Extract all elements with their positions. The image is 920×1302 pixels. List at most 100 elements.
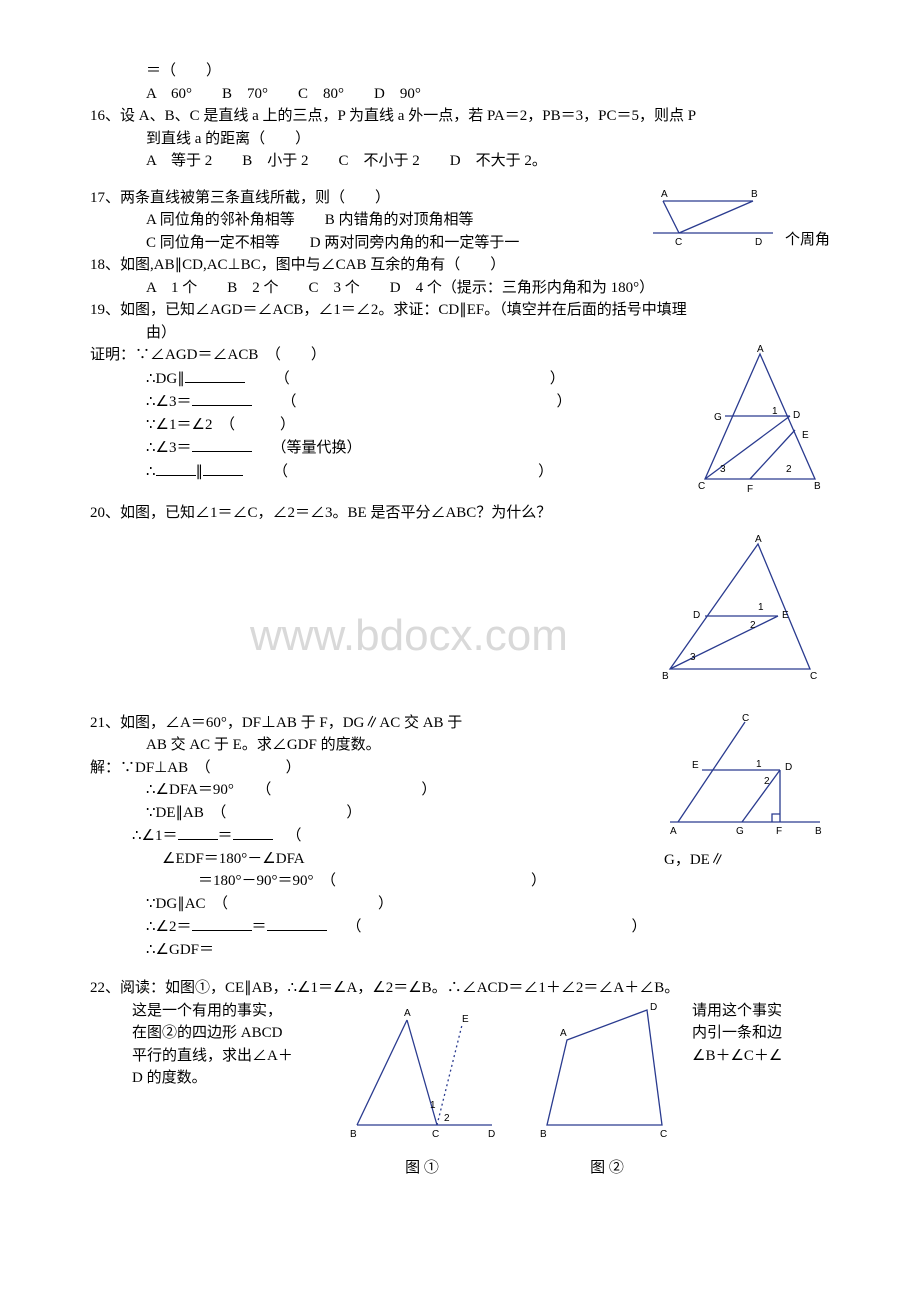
svg-text:C: C <box>698 481 705 492</box>
svg-text:F: F <box>776 826 782 837</box>
q21-s5: ∠EDF＝180°－∠DFA <box>90 848 650 871</box>
q19-l2c: （ <box>275 371 290 387</box>
q22-l5: D 的度数。 <box>132 1067 322 1090</box>
q20-num: 20、 <box>90 505 120 521</box>
q16-text: 设 A、B、C 是直线 a 上的三点，P 为直线 a 外一点，若 PA＝2，PB… <box>120 105 696 128</box>
q21-s8b: ＝ <box>252 919 267 935</box>
svg-text:1: 1 <box>772 406 778 417</box>
q19-l5b: （等量代换） <box>272 440 362 456</box>
svg-text:E: E <box>462 1014 469 1025</box>
fig-20: A B C D E 1 2 3 <box>650 534 830 692</box>
q18-num: 18、 <box>90 257 120 273</box>
q19-proof-label: 证明： <box>90 347 135 363</box>
svg-text:E: E <box>802 430 809 441</box>
q19-l5a: ∴∠3＝ <box>146 440 192 456</box>
q15-options: A 60° B 70° C 80° D 90° <box>90 83 830 106</box>
svg-text:B: B <box>815 826 822 837</box>
q22-l2b: 请用这个事实 <box>692 1000 802 1023</box>
svg-text:2: 2 <box>786 464 792 475</box>
q19-num: 19、 <box>90 302 120 318</box>
svg-text:F: F <box>747 484 753 494</box>
q16-options: A 等于 2 B 小于 2 C 不小于 2 D 不大于 2。 <box>90 150 830 173</box>
q19-l3d: ） <box>557 394 572 410</box>
svg-text:D: D <box>650 1002 657 1013</box>
q21-num: 21、 <box>90 715 120 731</box>
blank <box>185 367 245 383</box>
q21-tail1: G，DE∥ <box>660 849 830 872</box>
q21-s9: ∴∠GDF＝ <box>90 939 650 962</box>
q16-text2: 到直线 a 的距离（ ） <box>90 128 830 151</box>
svg-text:C: C <box>660 1129 667 1140</box>
q22-l3b: 内引一条和边 <box>692 1022 802 1045</box>
q18-options: A 1 个 B 2 个 C 3 个 D 4 个（提示：三角形内角和为 180°） <box>90 277 830 300</box>
q21-s1: ∵DF⊥AB （ ） <box>120 760 301 776</box>
q17-text: 两条直线被第三条直线所截，则（ ） <box>120 190 390 206</box>
svg-text:D: D <box>755 237 762 247</box>
fig-21: C E D A G F B 1 2 G，DE∥ <box>660 712 830 872</box>
svg-text:1: 1 <box>756 759 762 770</box>
q19-l6a: ∴ <box>146 464 156 480</box>
q21-s6: ＝180°－90°＝90° （ ） <box>90 870 650 893</box>
q21-s4c: （ <box>287 828 302 844</box>
svg-text:C: C <box>810 671 817 682</box>
q21-s8a: ∴∠2＝ <box>146 919 192 935</box>
svg-text:E: E <box>782 610 789 621</box>
q19-l6c: （ <box>273 464 288 480</box>
q22-num: 22、 <box>90 980 120 996</box>
svg-text:D: D <box>793 410 800 421</box>
svg-text:D: D <box>785 762 792 773</box>
svg-text:A: A <box>670 826 677 837</box>
svg-text:A: A <box>560 1028 567 1039</box>
svg-text:B: B <box>540 1129 547 1140</box>
q17-optC: C 同位角一定不相等 D 两对同旁内角的和一定等于一 <box>146 232 519 255</box>
blank <box>203 460 243 476</box>
q19-l3a: ∴∠3＝ <box>146 394 192 410</box>
q19-l1: ∵∠AGD＝∠ACB （ ） <box>135 347 326 363</box>
q21-text: 如图，∠A＝60°，DF⊥AB 于 F，DG∥AC 交 AB 于 <box>120 715 462 731</box>
blank <box>192 390 252 406</box>
q21-text2: AB 交 AC 于 E。求∠GDF 的度数。 <box>90 734 650 757</box>
svg-text:1: 1 <box>430 1100 436 1111</box>
q22-text: 阅读：如图①，CE∥AB，∴∠1＝∠A，∠2＝∠B。∴∠ACD＝∠1＋∠2＝∠A… <box>120 980 679 996</box>
blank <box>156 460 196 476</box>
svg-text:B: B <box>814 481 821 492</box>
blank <box>233 824 273 840</box>
q20-text: 如图，已知∠1＝∠C，∠2＝∠3。BE 是否平分∠ABC？为什么？ <box>120 505 551 521</box>
q17-num: 17、 <box>90 190 120 206</box>
svg-text:B: B <box>662 671 669 682</box>
q19-l2a: ∴DG∥ <box>146 371 185 387</box>
q22-l4a: 平行的直线，求出∠A＋ <box>132 1045 322 1068</box>
q21-s8c: （ ） <box>347 919 647 935</box>
q16-num: 16、 <box>90 105 120 128</box>
svg-text:G: G <box>736 826 744 837</box>
blank <box>192 436 252 452</box>
q21-sol-label: 解： <box>90 760 120 776</box>
fig-19: A B C D E F G 1 2 3 <box>690 344 830 502</box>
q15-line1: ＝（ ） <box>90 60 830 83</box>
svg-text:E: E <box>692 760 699 771</box>
svg-text:A: A <box>404 1008 411 1019</box>
q19-l4: ∵∠1＝∠2 （ ） <box>90 414 690 437</box>
svg-text:C: C <box>675 237 682 247</box>
fig-22b: A D B C 图 ② <box>532 1000 682 1180</box>
svg-text:2: 2 <box>750 620 756 631</box>
fig-17-18: A B C D <box>645 187 785 255</box>
q22-l3a: 在图②的四边形 ABCD <box>132 1022 322 1045</box>
q19-l3c: （ <box>282 394 297 410</box>
svg-text:2: 2 <box>764 776 770 787</box>
q19-l6b: ∥ <box>196 464 204 480</box>
q22-l4b: ∠B＋∠C＋∠ <box>692 1045 802 1068</box>
q18-text: 如图,AB∥CD,AC⊥BC，图中与∠CAB 互余的角有（ ） <box>120 257 505 273</box>
svg-text:C: C <box>432 1129 439 1140</box>
fig22b-caption: 图 ② <box>532 1157 682 1180</box>
q21-s7: ∵DG∥AC （ ） <box>90 893 650 916</box>
q21-s4b: ＝ <box>218 828 233 844</box>
q19-text: 如图，已知∠AGD＝∠ACB，∠1＝∠2。求证：CD∥EF。（填空并在后面的括号… <box>120 302 687 318</box>
q19-l2d: ） <box>550 371 565 387</box>
svg-text:1: 1 <box>758 602 764 613</box>
svg-text:B: B <box>751 189 758 200</box>
fig-22a: A E B C D 1 2 图 ① <box>342 1000 502 1180</box>
q21-s4a: ∴∠1＝ <box>132 828 178 844</box>
svg-text:A: A <box>757 344 764 355</box>
svg-text:2: 2 <box>444 1113 450 1124</box>
